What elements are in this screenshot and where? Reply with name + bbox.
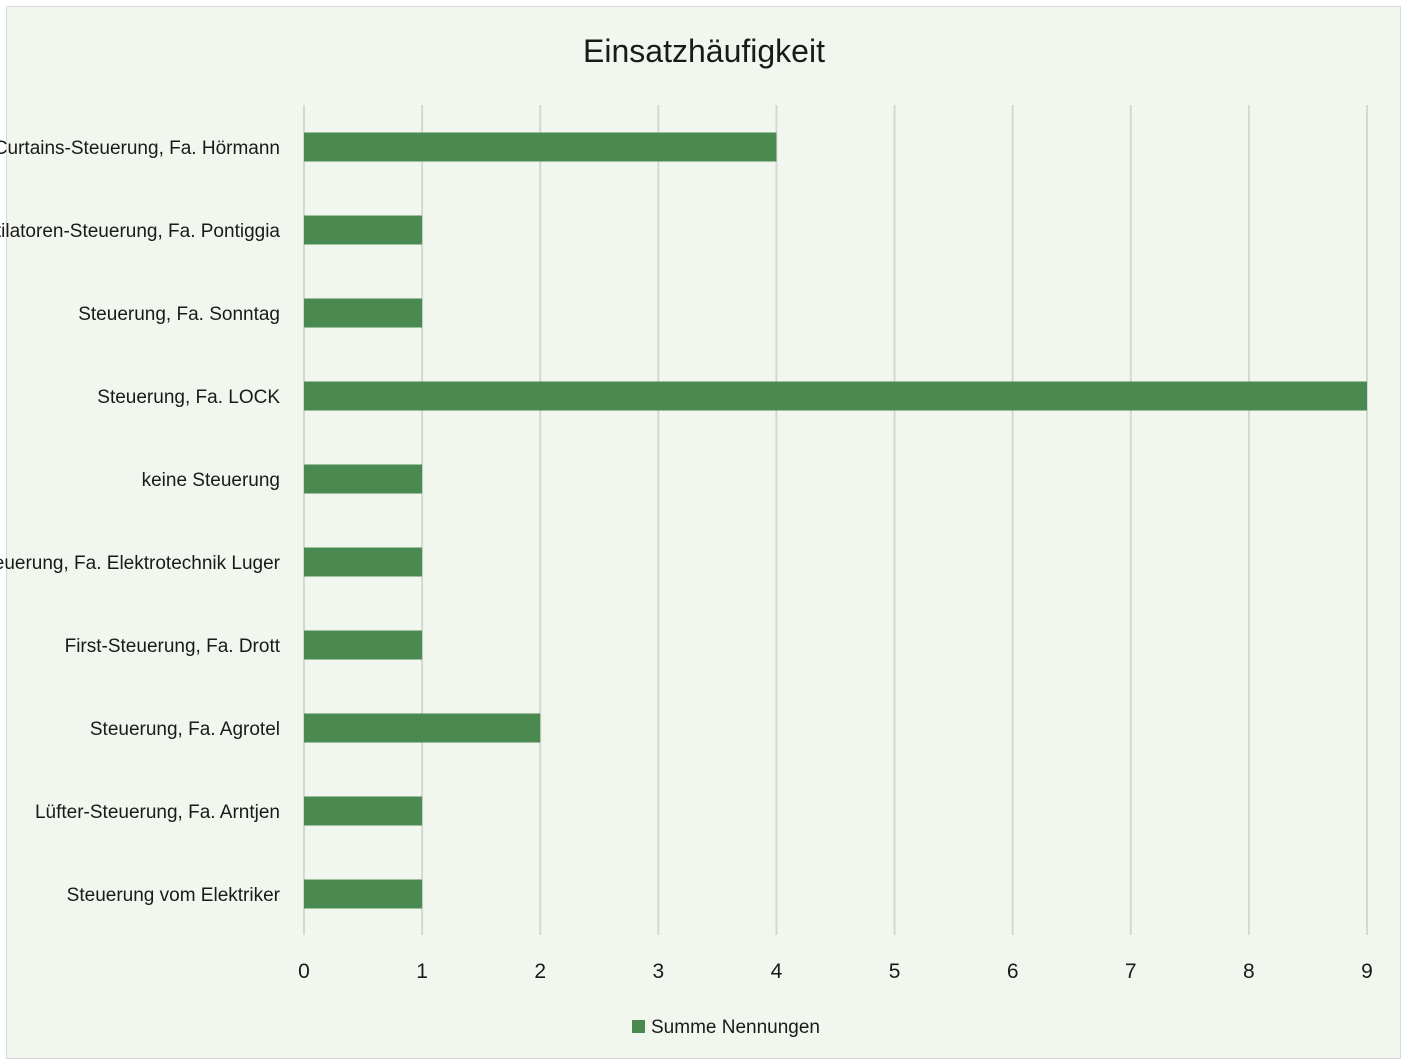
- bar[interactable]: [304, 796, 423, 826]
- x-tick-label: 9: [1361, 960, 1373, 983]
- category-label: Curtains-Steuerung, Fa. Hörmann: [0, 138, 280, 159]
- gridlines: [303, 105, 1368, 935]
- bar[interactable]: [304, 464, 423, 494]
- bar[interactable]: [304, 713, 541, 743]
- legend-label: Summe Nennungen: [651, 1017, 820, 1038]
- bar[interactable]: [304, 547, 423, 577]
- bar[interactable]: [304, 381, 1367, 411]
- category-label: First-Steuerung, Fa. Drott: [65, 636, 281, 657]
- x-tick-label: 6: [1007, 960, 1019, 983]
- legend[interactable]: Summe Nennungen: [632, 1017, 820, 1038]
- x-tick-label: 1: [416, 960, 428, 983]
- legend-swatch: [632, 1020, 645, 1033]
- chart-title: Einsatzhäufigkeit: [583, 33, 825, 69]
- category-label: Steuerung vom Elektriker: [67, 885, 281, 906]
- category-label: keine Steuerung: [142, 470, 280, 491]
- bar[interactable]: [304, 298, 423, 328]
- chart-area: [6, 6, 1401, 1059]
- category-label: Steuerung, Fa. Sonntag: [78, 304, 280, 325]
- bar[interactable]: [304, 132, 777, 162]
- category-label: Ventilatoren-Steuerung, Fa. Pontiggia: [0, 221, 280, 242]
- bars: [304, 132, 1367, 909]
- x-tick-label: 7: [1125, 960, 1137, 983]
- x-tick-label: 8: [1243, 960, 1255, 983]
- x-axis-tick-labels: 0 1 2 3 4 5 6 7 8 9: [298, 960, 1373, 983]
- bar[interactable]: [304, 879, 423, 909]
- x-tick-label: 3: [652, 960, 664, 983]
- x-tick-label: 2: [534, 960, 546, 983]
- x-tick-label: 4: [771, 960, 783, 983]
- category-label: Steuerung, Fa. LOCK: [97, 387, 280, 408]
- category-labels: Curtains-Steuerung, Fa. Hörmann Ventilato…: [0, 138, 281, 906]
- x-tick-label: 5: [889, 960, 901, 983]
- category-label: Steuerung, Fa. Agrotel: [90, 719, 280, 740]
- bar[interactable]: [304, 215, 423, 245]
- bar[interactable]: [304, 630, 423, 660]
- category-label: Lüfter-Steuerung, Fa. Arntjen: [35, 802, 280, 823]
- x-tick-label: 0: [298, 960, 310, 983]
- category-label: Steuerung, Fa. Elektrotechnik Luger: [0, 553, 281, 574]
